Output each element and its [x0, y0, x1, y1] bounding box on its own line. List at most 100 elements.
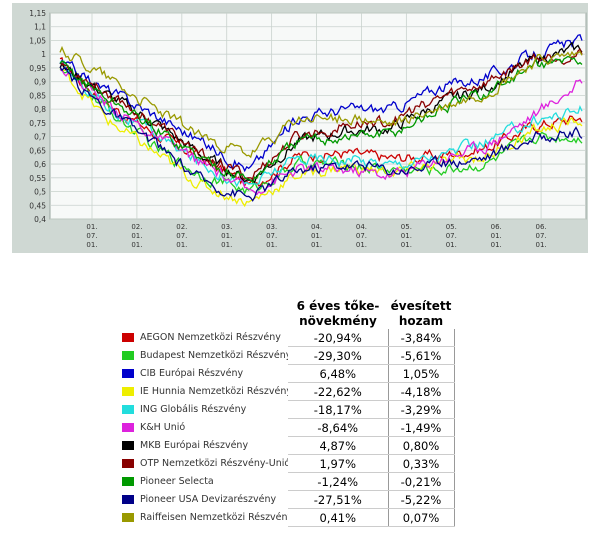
growth-cell: 0,41% [288, 508, 389, 527]
annual-yield-cell: -5,22% [388, 490, 455, 509]
x-tick-label: 01. [86, 223, 97, 231]
fund-name: AEGON Nemzetközi Részvény [140, 332, 281, 344]
x-tick-label: 01. [266, 241, 277, 249]
legend-swatch [122, 387, 134, 396]
fund-name: ING Globális Részvény [140, 404, 247, 415]
annual-yield-cell: 0,33% [388, 454, 455, 473]
fund-table: 6 éves tőke-növekmény évesített hozam AE… [118, 295, 455, 527]
growth-cell: -8,64% [288, 418, 389, 437]
y-tick-label: 0,4 [34, 215, 46, 224]
annual-yield-cell: -4,18% [388, 382, 455, 401]
x-tick-label: 01. [311, 232, 322, 240]
x-tick-label: 07. [176, 232, 187, 240]
fund-name-cell: Pioneer USA Devizarészvény [118, 491, 288, 509]
x-tick-label: 01. [401, 241, 412, 249]
legend-swatch [122, 423, 134, 432]
x-tick-label: 06. [491, 223, 502, 231]
annual-yield-cell: 0,07% [388, 508, 455, 527]
annual-yield-cell: -3,29% [388, 400, 455, 419]
x-tick-label: 01. [86, 241, 97, 249]
fund-name-cell: AEGON Nemzetközi Részvény [118, 329, 288, 347]
series-line [59, 66, 583, 202]
x-tick-label: 01. [401, 232, 412, 240]
y-tick-label: 0,9 [34, 78, 46, 87]
x-tick-label: 04. [356, 223, 367, 231]
x-tick-label: 07. [446, 232, 457, 240]
fund-name: Budapest Nemzetközi Részvény [140, 350, 288, 361]
x-tick-label: 04. [311, 223, 322, 231]
legend-swatch [122, 351, 134, 360]
fund-name-cell: Pioneer Selecta [118, 473, 288, 491]
fund-name: K&H Unió [140, 422, 186, 433]
x-tick-label: 02. [131, 223, 142, 231]
fund-name-cell: Budapest Nemzetközi Részvény [118, 347, 288, 365]
table-row: ING Globális Részvény -18,17% -3,29% [118, 400, 455, 419]
annual-column-header: évesített hozam [390, 299, 452, 328]
y-tick-label: 1,1 [34, 23, 46, 32]
x-tick-label: 01. [221, 241, 232, 249]
y-tick-label: 0,6 [34, 160, 46, 169]
y-tick-label: 0,95 [29, 64, 46, 73]
y-tick-label: 0,8 [34, 105, 46, 114]
growth-cell: 1,97% [288, 454, 389, 473]
table-row: Pioneer Selecta -1,24% -0,21% [118, 472, 455, 491]
table-row: AEGON Nemzetközi Részvény -20,94% -3,84% [118, 329, 455, 347]
y-tick-label: 0,45 [29, 201, 46, 210]
y-tick-label: 0,85 [29, 91, 46, 100]
y-tick-label: 0,7 [34, 133, 46, 142]
growth-cell: 4,87% [288, 436, 389, 455]
x-tick-label: 07. [86, 232, 97, 240]
table-row: CIB Európai Részvény 6,48% 1,05% [118, 364, 455, 383]
x-tick-label: 03. [221, 223, 232, 231]
legend-swatch [122, 369, 134, 378]
x-tick-label: 01. [536, 241, 547, 249]
x-tick-label: 03. [266, 223, 277, 231]
fund-name: MKB Európai Részvény [140, 440, 249, 451]
x-tick-label: 01. [311, 241, 322, 249]
fund-name-cell: Raiffeisen Nemzetközi Részvény [118, 509, 288, 527]
y-tick-label: 1,15 [29, 9, 46, 18]
fund-name: CIB Európai Részvény [140, 368, 244, 379]
x-tick-label: 01. [491, 241, 502, 249]
table-row: K&H Unió -8,64% -1,49% [118, 418, 455, 437]
x-tick-label: 01. [176, 241, 187, 249]
fund-name-cell: OTP Nemzetközi Részvény-Unió [118, 455, 288, 473]
x-tick-label: 01. [131, 241, 142, 249]
growth-column-header: 6 éves tőke-növekmény [296, 299, 380, 328]
x-tick-label: 07. [266, 232, 277, 240]
fund-name: Pioneer Selecta [140, 476, 214, 487]
growth-cell: -27,51% [288, 490, 389, 509]
series-line [59, 45, 583, 159]
annual-yield-cell: 0,80% [388, 436, 455, 455]
x-tick-label: 02. [176, 223, 187, 231]
fund-name-cell: MKB Európai Részvény [118, 437, 288, 455]
y-tick-label: 0,75 [29, 119, 46, 128]
legend-swatch [122, 441, 134, 450]
x-tick-label: 01. [446, 241, 457, 249]
annual-yield-cell: -3,84% [388, 329, 455, 347]
x-tick-label: 01. [221, 232, 232, 240]
annual-yield-cell: -1,49% [388, 418, 455, 437]
table-row: Pioneer USA Devizarészvény -27,51% -5,22% [118, 490, 455, 509]
series-line [59, 55, 583, 184]
line-chart: 1,15 1,1 1,05 1 0,95 0,9 0,85 0,8 0,75 0,7 0,65 0,6… [29, 9, 587, 249]
x-tick-label: 07. [536, 232, 547, 240]
fund-name: Pioneer USA Devizarészvény [140, 494, 277, 505]
fund-name-cell: CIB Európai Részvény [118, 365, 288, 383]
series-line [59, 34, 583, 173]
annual-yield-cell: -0,21% [388, 472, 455, 491]
series-line [59, 60, 583, 188]
fund-name: IE Hunnia Nemzetközi Részvény [140, 386, 288, 397]
growth-cell: 6,48% [288, 364, 389, 383]
legend-swatch [122, 495, 134, 504]
x-tick-label: 05. [446, 223, 457, 231]
table-body: AEGON Nemzetközi Részvény -20,94% -3,84% Bu… [118, 329, 455, 527]
legend-swatch [122, 405, 134, 414]
growth-cell: -18,17% [288, 400, 389, 419]
fund-name-cell: ING Globális Részvény [118, 401, 288, 419]
y-tick-label: 1,05 [29, 36, 46, 45]
y-tick-label: 0,65 [29, 146, 46, 155]
legend-swatch [122, 459, 134, 468]
x-tick-label: 01. [131, 232, 142, 240]
fund-name: Raiffeisen Nemzetközi Részvény [140, 512, 288, 523]
